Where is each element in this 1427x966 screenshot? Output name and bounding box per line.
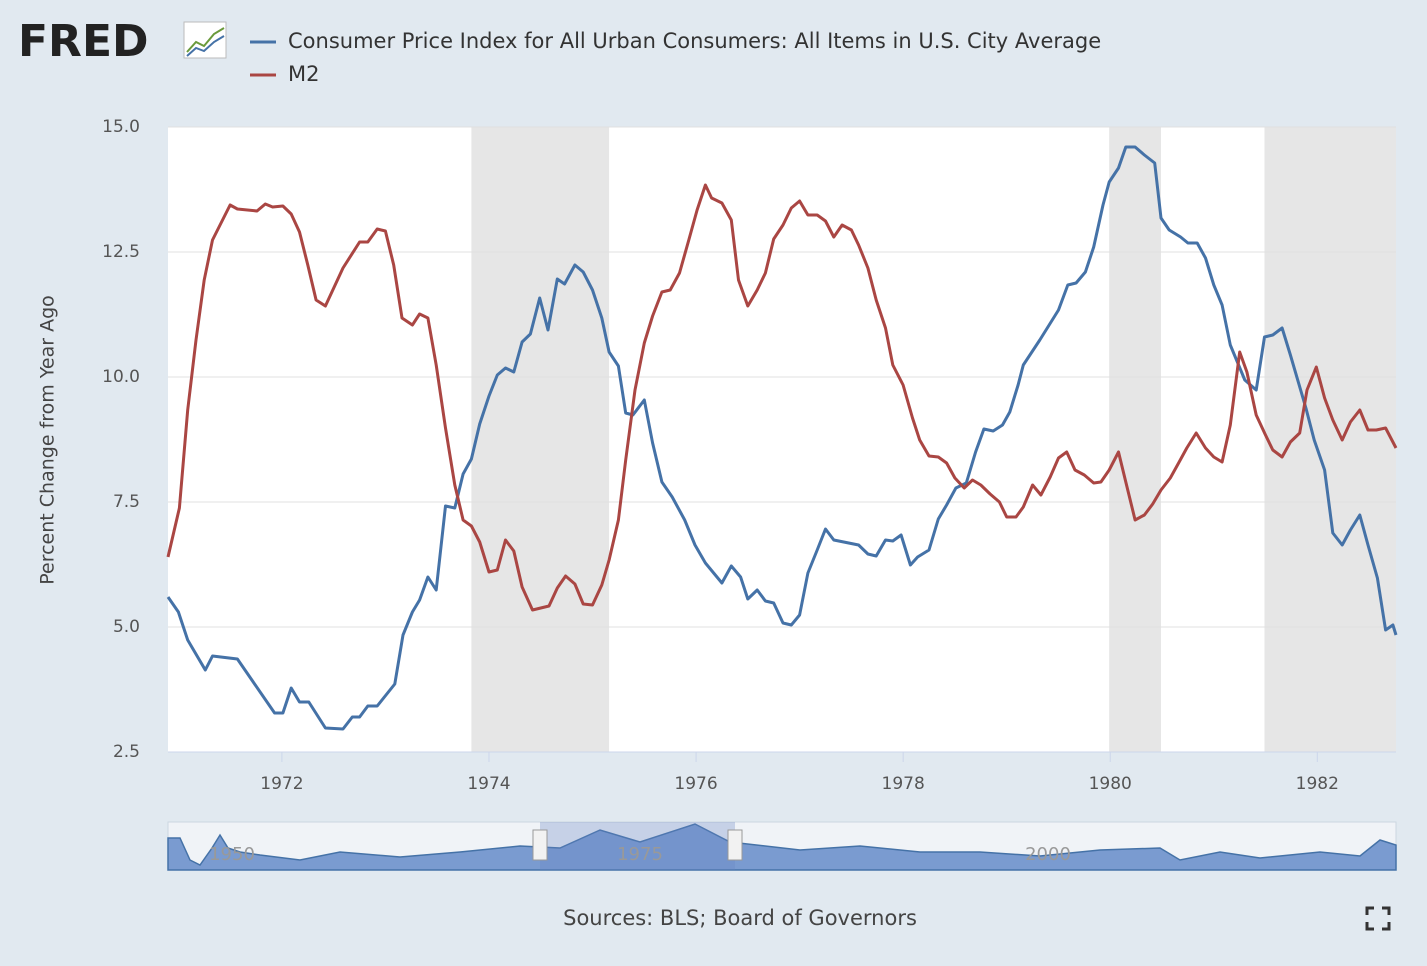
legend-label: Consumer Price Index for All Urban Consu… [288,29,1101,53]
y-tick-label: 7.5 [113,492,140,512]
series-line [166,145,1398,731]
x-tick-label: 1980 [1089,774,1132,794]
navigator-handle[interactable] [727,829,743,861]
logo-icon [183,21,227,59]
y-axis-label: Percent Change from Year Ago [37,295,59,585]
source: Sources: BLS; Board of Governors [563,906,917,930]
y-tick-label: 15.0 [102,117,140,137]
x-tick-label: 1982 [1296,774,1339,794]
navigator-label: 1950 [209,844,255,865]
x-tick-label: 1972 [260,774,303,794]
navigator-label: 1975 [617,844,663,865]
legend-label: M2 [288,62,319,86]
plot-area [168,127,1396,752]
x-tick-label: 1978 [882,774,925,794]
x-tick-label: 1974 [467,774,510,794]
y-tick-label: 5.0 [113,617,140,637]
navigator-area [167,823,1397,871]
navigator: 1950 1975 2000 [167,821,1397,871]
navigator-label: 2000 [1025,844,1071,865]
y-tick-label: 2.5 [113,742,140,762]
recession-band [1264,127,1396,752]
y-tick-label: 10.0 [102,367,140,387]
fullscreen-icon[interactable] [1365,906,1391,931]
series-line [166,183,1398,612]
y-tick-label: 12.5 [102,242,140,262]
recession-band [471,127,610,752]
logo: FRED [18,16,149,67]
navigator-handle[interactable] [532,829,548,861]
navigator-selection[interactable] [540,822,735,870]
recession-band [1109,127,1161,752]
x-tick-label: 1976 [674,774,717,794]
